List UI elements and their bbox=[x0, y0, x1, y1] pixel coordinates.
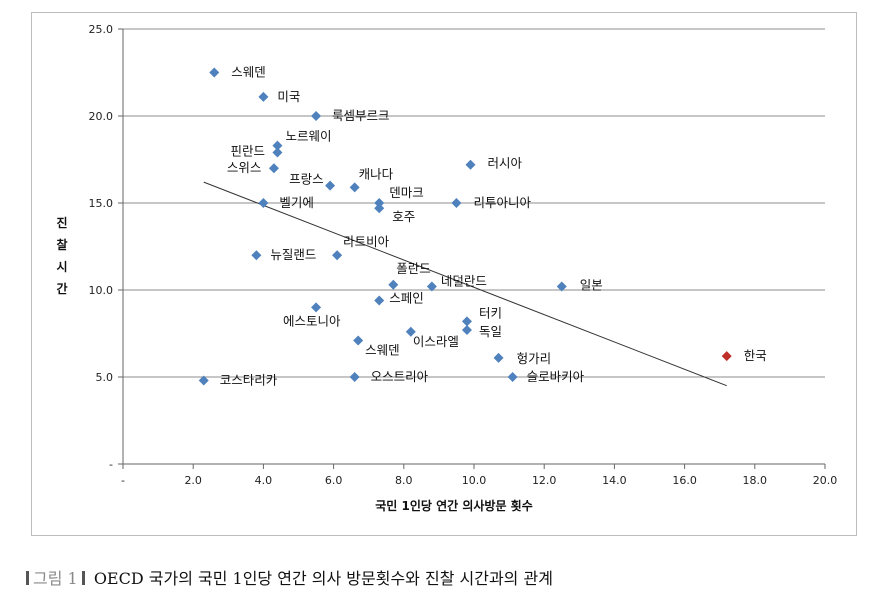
data-point-label: 슬로바키아 bbox=[527, 369, 585, 384]
data-point-marker bbox=[374, 198, 385, 208]
y-tick-label: 15.0 bbox=[89, 197, 114, 210]
x-tick-label: 14.0 bbox=[602, 474, 627, 487]
data-point-label: 덴마크 bbox=[389, 185, 424, 200]
data-point-marker bbox=[461, 325, 472, 336]
x-tick-label: - bbox=[121, 474, 125, 487]
data-point-label: 벨기에 bbox=[279, 195, 314, 210]
caption-bar-left bbox=[26, 571, 29, 585]
x-tick-label: 16.0 bbox=[672, 474, 697, 487]
trendline bbox=[203, 181, 727, 387]
data-point-label: 일본 bbox=[580, 278, 603, 293]
data-point-label: 코스타리카 bbox=[220, 372, 278, 387]
y-axis-title-char: 진 bbox=[56, 215, 67, 230]
figure-caption: 그림 1 OECD 국가의 국민 1인당 연간 의사 방문횟수와 진찰 시간과의… bbox=[22, 565, 553, 589]
data-point-marker bbox=[374, 203, 385, 214]
data-point-marker bbox=[374, 295, 385, 306]
data-point-label: 리투아니아 bbox=[473, 195, 531, 210]
chart-frame: - 5.0 10.0 15.0 20.0 25.0 - 2.0 4.0 6.0 8.0 10.0 12.… bbox=[31, 12, 857, 536]
data-point-label: 미국 bbox=[277, 89, 300, 104]
data-point-marker bbox=[272, 147, 283, 158]
data-point-marker bbox=[461, 316, 472, 327]
data-point-marker bbox=[325, 180, 336, 191]
caption-prefix: 그림 1 bbox=[33, 569, 78, 588]
caption-text: OECD 국가의 국민 1인당 연간 의사 방문횟수와 진찰 시간과의 관계 bbox=[93, 569, 553, 588]
data-point-label: 스위스 bbox=[227, 160, 262, 175]
data-point-marker bbox=[198, 375, 209, 386]
data-point-label: 룩셈부르크 bbox=[332, 108, 390, 123]
data-point-label: 이스라엘 bbox=[413, 334, 459, 349]
x-tick-label: 6.0 bbox=[325, 474, 343, 487]
y-tick-label: 20.0 bbox=[89, 110, 114, 123]
trendline-layer bbox=[203, 181, 727, 387]
data-point-label: 헝가리 bbox=[517, 351, 552, 366]
data-point-label: 핀란드 bbox=[230, 144, 265, 159]
data-point-marker bbox=[353, 335, 364, 346]
y-tick-label: - bbox=[109, 458, 113, 471]
data-point-label: 네덜란드 bbox=[441, 274, 487, 289]
x-tick-label: 10.0 bbox=[462, 474, 487, 487]
data-point-marker bbox=[465, 159, 476, 170]
data-point-label: 스웨덴 bbox=[365, 342, 400, 357]
data-point-label: 오스트리아 bbox=[371, 369, 429, 384]
data-point-label: 에스토니아 bbox=[283, 313, 341, 328]
data-point-label: 노르웨이 bbox=[285, 129, 331, 144]
data-point-marker bbox=[258, 198, 269, 208]
data-point-label: 한국 bbox=[744, 348, 767, 363]
x-tick-label: 2.0 bbox=[184, 474, 202, 487]
x-tick-label: 4.0 bbox=[255, 474, 273, 487]
data-point-marker bbox=[251, 250, 262, 261]
caption-bar-right bbox=[81, 571, 85, 585]
data-point-marker bbox=[332, 250, 343, 261]
data-point-marker bbox=[349, 182, 360, 193]
data-point-label: 터키 bbox=[479, 305, 502, 320]
data-point-label: 러시아 bbox=[487, 156, 522, 171]
x-tick-label: 8.0 bbox=[395, 474, 413, 487]
axes: - 5.0 10.0 15.0 20.0 25.0 - 2.0 4.0 6.0 8.0 10.0 12.… bbox=[89, 23, 838, 487]
y-axis-title-char: 찰 bbox=[56, 237, 67, 252]
data-point-label: 호주 bbox=[392, 209, 415, 224]
data-point-label: 뉴질랜드 bbox=[270, 247, 316, 262]
x-tick-label: 18.0 bbox=[743, 474, 768, 487]
data-point-marker bbox=[268, 163, 279, 174]
data-point-marker bbox=[451, 198, 462, 208]
data-point-label: 라트비아 bbox=[343, 234, 390, 249]
data-point-label: 스페인 bbox=[389, 290, 424, 305]
y-tick-label: 5.0 bbox=[96, 371, 114, 384]
y-axis-title-char: 시 bbox=[56, 260, 67, 274]
data-point-marker bbox=[426, 281, 437, 292]
data-point-marker bbox=[493, 352, 504, 363]
x-tick-label: 12.0 bbox=[532, 474, 557, 487]
data-point-label: 프랑스 bbox=[289, 172, 324, 187]
data-point-label: 스웨덴 bbox=[231, 65, 266, 80]
data-point-marker bbox=[556, 281, 567, 292]
data-point-marker bbox=[272, 140, 283, 151]
data-point-label: 캐나다 bbox=[359, 166, 394, 181]
data-point-marker bbox=[209, 67, 220, 78]
x-tick-label: 20.0 bbox=[813, 474, 838, 487]
y-tick-label: 25.0 bbox=[89, 23, 114, 36]
data-point-marker bbox=[311, 302, 322, 313]
data-point-marker bbox=[349, 372, 360, 382]
data-point-marker bbox=[388, 279, 399, 290]
data-point-marker bbox=[258, 91, 269, 102]
points-layer bbox=[198, 67, 732, 386]
y-tick-label: 10.0 bbox=[89, 284, 114, 297]
data-point-marker bbox=[405, 326, 416, 337]
data-point-marker bbox=[721, 351, 732, 362]
gridlines bbox=[123, 28, 825, 378]
data-point-marker bbox=[507, 372, 518, 382]
data-point-label: 폴란드 bbox=[396, 261, 431, 276]
x-axis-title: 국민 1인당 연간 의사방문 횟수 bbox=[375, 498, 533, 513]
data-point-label: 독일 bbox=[479, 324, 502, 339]
data-point-marker bbox=[311, 111, 322, 121]
scatter-chart: - 5.0 10.0 15.0 20.0 25.0 - 2.0 4.0 6.0 8.0 10.0 12.… bbox=[56, 23, 838, 513]
y-axis-title-char: 간 bbox=[56, 281, 67, 296]
